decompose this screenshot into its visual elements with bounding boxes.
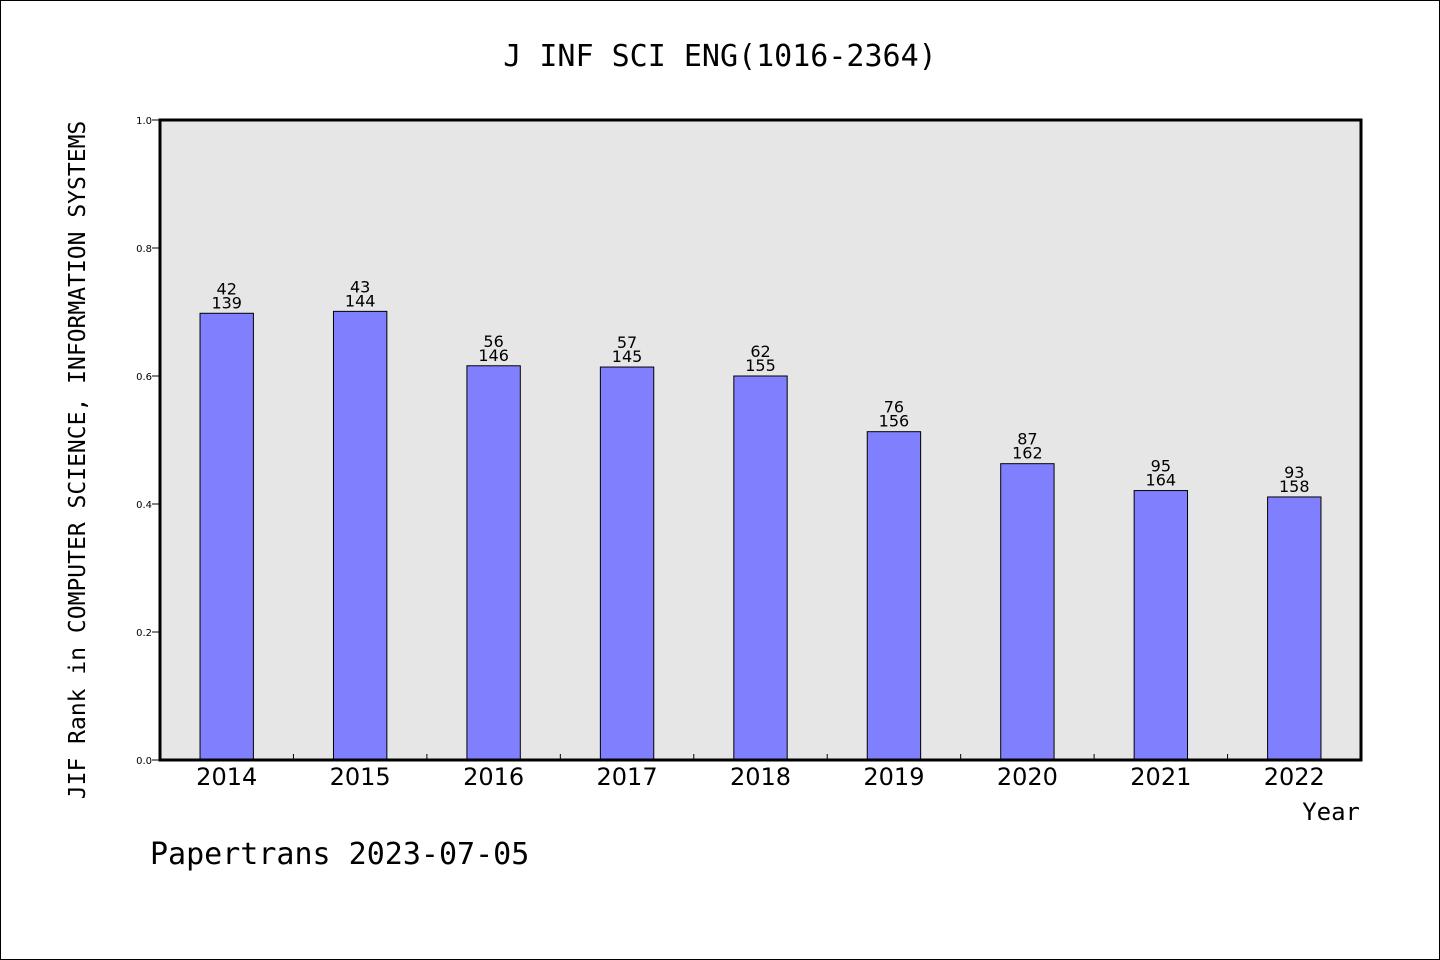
x-axis: 2014 2015 2016 2017 2018 2019 2020 2021 2022 [196, 754, 1325, 791]
y-axis-label: JIF Rank in COMPUTER SCIENCE, INFORMATIO… [65, 121, 91, 800]
bar-total-label: 146 [478, 346, 509, 365]
y-axis: 0.0 0.2 0.4 0.6 0.8 1.0 [136, 116, 160, 767]
bar-rank-label: 76 [884, 398, 904, 417]
bar [866, 431, 922, 761]
plot-border [158, 118, 1363, 762]
bar-total-label: 139 [211, 293, 242, 312]
bar [599, 366, 655, 761]
x-tick-label: 2015 [330, 763, 391, 791]
bar-rank-label: 43 [350, 277, 370, 296]
bar [199, 312, 254, 761]
bar-total-label: 164 [1146, 471, 1177, 490]
bar [332, 310, 388, 761]
x-tick-label: 2021 [1130, 763, 1191, 791]
y-tick-label: 0.8 [136, 244, 152, 255]
chart-title: J INF SCI ENG(1016-2364) [503, 39, 936, 74]
bar [1000, 463, 1055, 761]
x-tick-label: 2022 [1264, 763, 1325, 791]
bar [733, 375, 788, 761]
bar-total-label: 145 [612, 347, 643, 366]
x-tick-label: 2020 [997, 763, 1058, 791]
x-tick-label: 2014 [196, 763, 257, 791]
bar-total-label: 158 [1279, 477, 1310, 496]
y-tick-label: 1.0 [136, 116, 152, 127]
bar [1267, 496, 1322, 761]
x-tick-label: 2019 [863, 763, 924, 791]
x-axis-label: Year [1302, 798, 1360, 826]
bar [466, 365, 521, 761]
y-tick-label: 0.4 [136, 500, 152, 511]
credit-text: Papertrans 2023-07-05 [150, 837, 529, 872]
bar-rank-label: 42 [217, 279, 237, 298]
bar-rank-label: 87 [1017, 430, 1037, 449]
bar-total-label: 155 [745, 356, 776, 375]
bar [1133, 490, 1189, 761]
x-tick-label: 2016 [463, 763, 524, 791]
bar-rank-label: 95 [1151, 457, 1171, 476]
bar-total-label: 162 [1012, 444, 1043, 463]
x-tick-label: 2018 [730, 763, 791, 791]
x-tick-label: 2017 [597, 763, 658, 791]
bar-rank-label: 57 [617, 333, 637, 352]
y-tick-label: 0.2 [136, 628, 152, 639]
y-tick-label: 0.0 [136, 756, 152, 767]
y-tick-label: 0.6 [136, 372, 152, 383]
bar-rank-label: 62 [750, 342, 770, 361]
bar-rank-label: 93 [1284, 463, 1304, 482]
bar-rank-label: 56 [483, 332, 503, 351]
bar-total-label: 156 [879, 412, 910, 431]
bar-total-label: 144 [345, 291, 376, 310]
